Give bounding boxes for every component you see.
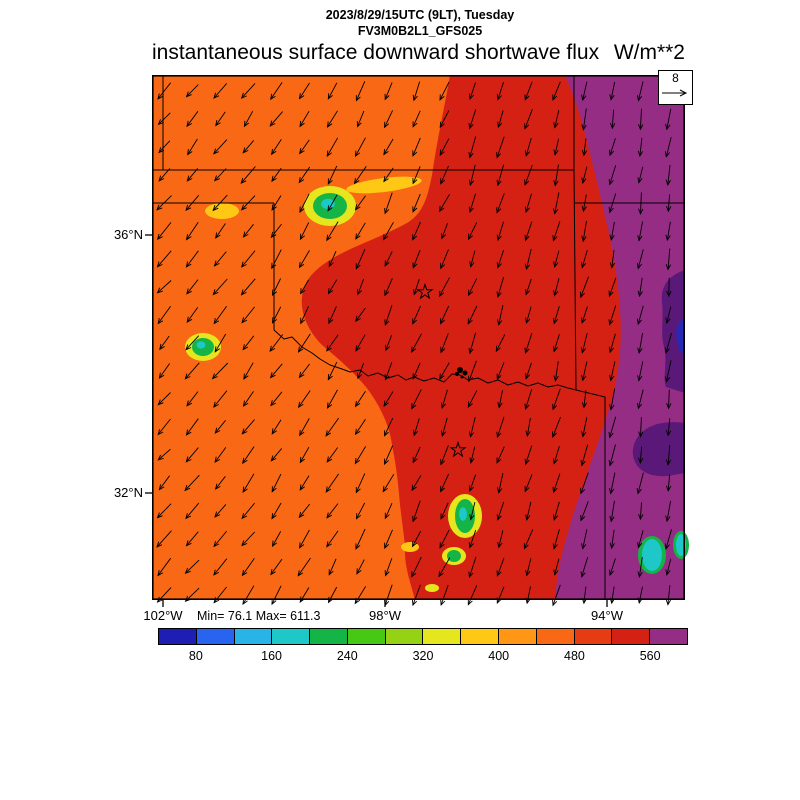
cloud-cell [447,550,461,562]
colorbar-tick-label: 240 [336,649,358,663]
city-star-marker [416,282,434,300]
region-dark-purple-north [661,270,685,393]
colorbar-segments [158,628,688,645]
colorbar-tick-label: 160 [261,649,282,663]
colorbar-tick-label: 320 [412,649,434,663]
lake-marker [462,370,468,376]
lon-label-94w: 94°W [591,608,623,623]
colorbar-segment [422,629,461,644]
min-max-readout: Min= 76.1 Max= 611.3 [197,609,321,623]
colorbar-segment [346,629,385,644]
cloud-cell-core [676,538,682,548]
flux-map [145,75,689,607]
lat-label-32n: 32°N [113,485,143,500]
red-river-boundary [273,329,577,391]
valid-time-header: 2023/8/29/15UTC (9LT), Tuesday [325,8,515,22]
map-frame [152,75,686,601]
colorbar-segment [195,629,234,644]
colorbar-segment [611,629,650,644]
lake-marker [455,372,459,376]
colorbar-labels: 80 160 240 320 400 480 560 [158,628,688,663]
lon-label-102w: 102°W [143,608,183,623]
colorbar-segment [159,629,196,644]
wind-vectors-layer [156,80,672,607]
colorbar-tick-label: 400 [488,649,510,663]
wind-reference-box: 8 [658,70,693,105]
lake-marker [460,375,464,379]
border-oklahoma-arkansas [573,169,577,391]
colorbar-segment [498,629,536,644]
cloud-cells-layer [185,176,689,592]
axis-ticks [145,234,608,607]
lon-label-98w: 98°W [369,608,401,623]
wind-reference-value: 8 [672,71,679,85]
colorbar-segment [535,629,574,644]
colorbar: 80 160 240 320 400 480 560 [158,628,688,663]
wind-reference-arrow-icon [662,89,688,97]
cloud-cell-core [646,546,654,560]
model-name-header: FV3M0B2L1_GFS025 [357,24,483,38]
colorbar-segment [309,629,347,644]
cloud-cell-core [196,341,206,349]
lake-marker [457,367,463,373]
markers-layer [416,282,468,458]
colorbar-segment [271,629,310,644]
colorbar-tick-label: 560 [639,649,661,663]
region-dark-purple-south [632,422,685,477]
colorbar-segment [384,629,423,644]
colorbar-tick-label: 80 [188,649,203,663]
cloud-cell-core [459,507,467,521]
colorbar-segment [573,629,612,644]
low-flux-streak [346,176,422,194]
colorbar-segment [233,629,272,644]
region-edge-navy [676,318,685,355]
low-flux-streak [205,203,239,219]
plot-title: instantaneous surface downward shortwave… [152,41,600,64]
low-flux-streak [425,584,439,592]
colorbar-segment [460,629,499,644]
colorbar-tick-label: 480 [563,649,585,663]
city-star-marker [449,440,467,458]
plot-units: W/m**2 [613,41,685,64]
lat-label-36n: 36°N [113,227,143,242]
cloud-cell-core [321,198,335,210]
colorbar-segment [649,629,687,644]
